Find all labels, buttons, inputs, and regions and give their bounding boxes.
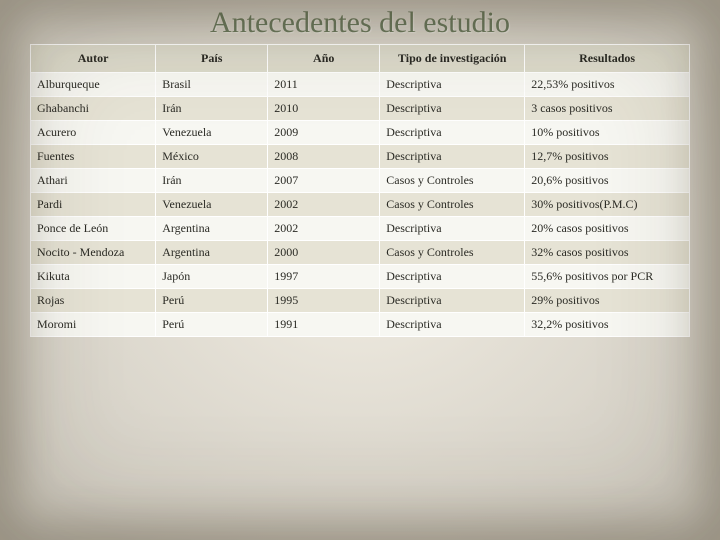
table-cell: México (156, 145, 268, 169)
table-cell: Ponce de León (31, 217, 156, 241)
table-row: KikutaJapón1997Descriptiva55,6% positivo… (31, 265, 690, 289)
table-body: AlburquequeBrasil2011Descriptiva22,53% p… (31, 73, 690, 337)
table-cell: 10% positivos (525, 121, 690, 145)
table-cell: 2010 (268, 97, 380, 121)
table-cell: 3 casos positivos (525, 97, 690, 121)
table-row: FuentesMéxico2008Descriptiva12,7% positi… (31, 145, 690, 169)
table-row: GhabanchiIrán2010Descriptiva3 casos posi… (31, 97, 690, 121)
table-cell: 12,7% positivos (525, 145, 690, 169)
table-cell: 2007 (268, 169, 380, 193)
col-header-pais: País (156, 45, 268, 73)
table-cell: 29% positivos (525, 289, 690, 313)
table-cell: 2008 (268, 145, 380, 169)
table-row: MoromiPerú1991Descriptiva32,2% positivos (31, 313, 690, 337)
table-cell: Argentina (156, 241, 268, 265)
table-cell: Acurero (31, 121, 156, 145)
table-cell: 32,2% positivos (525, 313, 690, 337)
table-cell: Rojas (31, 289, 156, 313)
table-cell: 32% casos positivos (525, 241, 690, 265)
table-row: RojasPerú1995Descriptiva29% positivos (31, 289, 690, 313)
table-cell: 22,53% positivos (525, 73, 690, 97)
col-header-autor: Autor (31, 45, 156, 73)
table-cell: Descriptiva (380, 265, 525, 289)
table-cell: Irán (156, 97, 268, 121)
table-row: Ponce de LeónArgentina2002Descriptiva20%… (31, 217, 690, 241)
table-cell: Argentina (156, 217, 268, 241)
page-title: Antecedentes del estudio (0, 0, 720, 44)
table-cell: Japón (156, 265, 268, 289)
table-row: AcureroVenezuela2009Descriptiva10% posit… (31, 121, 690, 145)
table-cell: Ghabanchi (31, 97, 156, 121)
col-header-resultados: Resultados (525, 45, 690, 73)
col-header-ano: Año (268, 45, 380, 73)
table-cell: 20% casos positivos (525, 217, 690, 241)
table-cell: Irán (156, 169, 268, 193)
table-cell: Descriptiva (380, 97, 525, 121)
table-cell: Descriptiva (380, 145, 525, 169)
table-cell: 1995 (268, 289, 380, 313)
table-row: AthariIrán2007Casos y Controles20,6% pos… (31, 169, 690, 193)
table-cell: Perú (156, 313, 268, 337)
table-cell: 20,6% positivos (525, 169, 690, 193)
table-cell: Venezuela (156, 121, 268, 145)
table-cell: Descriptiva (380, 73, 525, 97)
table-cell: Descriptiva (380, 121, 525, 145)
table-cell: Moromi (31, 313, 156, 337)
table-cell: Descriptiva (380, 289, 525, 313)
table-cell: 30% positivos(P.M.C) (525, 193, 690, 217)
table-row: Nocito - MendozaArgentina2000Casos y Con… (31, 241, 690, 265)
table-cell: 55,6% positivos por PCR (525, 265, 690, 289)
table-row: PardiVenezuela2002Casos y Controles30% p… (31, 193, 690, 217)
table-cell: 2011 (268, 73, 380, 97)
table-cell: Casos y Controles (380, 193, 525, 217)
study-background-table: Autor País Año Tipo de investigación Res… (30, 44, 690, 337)
table-cell: Brasil (156, 73, 268, 97)
table-cell: Descriptiva (380, 313, 525, 337)
table-cell: 2009 (268, 121, 380, 145)
table-header-row: Autor País Año Tipo de investigación Res… (31, 45, 690, 73)
table-cell: Descriptiva (380, 217, 525, 241)
table-cell: Casos y Controles (380, 169, 525, 193)
table-cell: Alburqueque (31, 73, 156, 97)
table-cell: Casos y Controles (380, 241, 525, 265)
table-cell: Fuentes (31, 145, 156, 169)
table-cell: Kikuta (31, 265, 156, 289)
table-cell: 1997 (268, 265, 380, 289)
col-header-tipo: Tipo de investigación (380, 45, 525, 73)
table-cell: 2000 (268, 241, 380, 265)
table-cell: Venezuela (156, 193, 268, 217)
study-background-table-wrap: Autor País Año Tipo de investigación Res… (0, 44, 720, 337)
table-cell: Pardi (31, 193, 156, 217)
table-cell: 2002 (268, 217, 380, 241)
table-row: AlburquequeBrasil2011Descriptiva22,53% p… (31, 73, 690, 97)
table-cell: 2002 (268, 193, 380, 217)
table-cell: Perú (156, 289, 268, 313)
table-cell: Athari (31, 169, 156, 193)
table-cell: Nocito - Mendoza (31, 241, 156, 265)
table-cell: 1991 (268, 313, 380, 337)
